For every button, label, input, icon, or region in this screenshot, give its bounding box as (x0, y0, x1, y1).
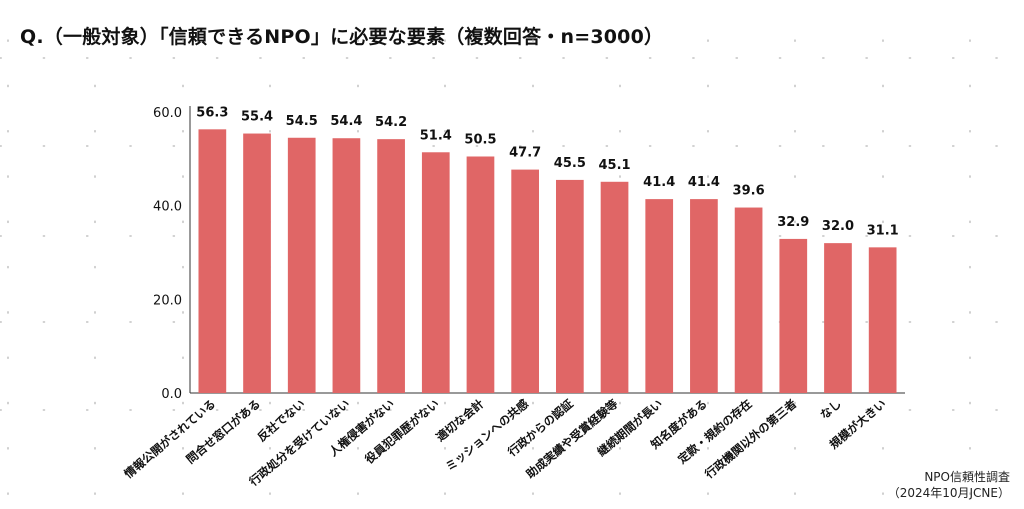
value-label: 31.1 (867, 223, 899, 238)
source-note: NPO信頼性調査 （2024年10月JCNE） (888, 469, 1010, 501)
y-tick-label: 0.0 (161, 387, 182, 402)
y-tick-label: 60.0 (153, 106, 182, 121)
value-label: 45.5 (554, 156, 586, 171)
bars (198, 129, 897, 393)
value-label: 55.4 (241, 110, 273, 125)
x-tick-labels: 情報公開がされている問合せ窓口がある反社でない行政処分を受けていない人権侵害がな… (121, 396, 889, 489)
x-tick-label: 定款・規約の存在 (675, 396, 755, 466)
value-labels: 56.3 55.4 54.5 54.4 54.2 51.4 50.5 47.7 45.5 45.1… (196, 105, 898, 238)
value-label: 51.4 (420, 128, 452, 143)
value-label: 45.1 (598, 158, 630, 173)
value-label: 32.9 (777, 215, 809, 230)
bar (868, 247, 897, 393)
bar (198, 129, 227, 393)
value-label: 56.3 (196, 105, 228, 120)
source-line-2: （2024年10月JCNE） (887, 486, 1010, 500)
value-label: 54.2 (375, 115, 407, 130)
chart-axes: 0.0 20.0 40.0 60.0 (153, 106, 905, 402)
bar (511, 169, 540, 393)
bar (600, 181, 629, 393)
bar (824, 243, 852, 393)
value-label: 39.6 (733, 184, 765, 199)
value-label: 47.7 (509, 146, 541, 161)
y-tick-label: 40.0 (153, 200, 182, 215)
x-tick-label: ミッションへの共感 (443, 396, 532, 474)
value-label: 32.0 (822, 219, 854, 234)
bar (690, 199, 718, 393)
bar (243, 133, 271, 393)
chart-title: Q.（一般対象）「信頼できるNPO」に必要な要素（複数回答・n=3000） (20, 26, 664, 48)
value-label: 54.5 (286, 114, 318, 129)
value-label: 41.4 (688, 175, 720, 190)
x-tick-label: なし (817, 397, 844, 423)
value-label: 54.4 (330, 114, 362, 129)
bar (466, 156, 495, 393)
bar (645, 199, 674, 393)
bar (332, 138, 361, 393)
bar (779, 238, 808, 393)
bar (377, 139, 405, 393)
value-label: 41.4 (643, 175, 675, 190)
bar (555, 179, 584, 393)
bar (421, 152, 450, 393)
bar (734, 207, 763, 393)
y-tick-label: 20.0 (153, 293, 182, 308)
value-label: 50.5 (464, 132, 496, 147)
source-line-1: NPO信頼性調査 (924, 470, 1010, 484)
bar (287, 137, 316, 393)
